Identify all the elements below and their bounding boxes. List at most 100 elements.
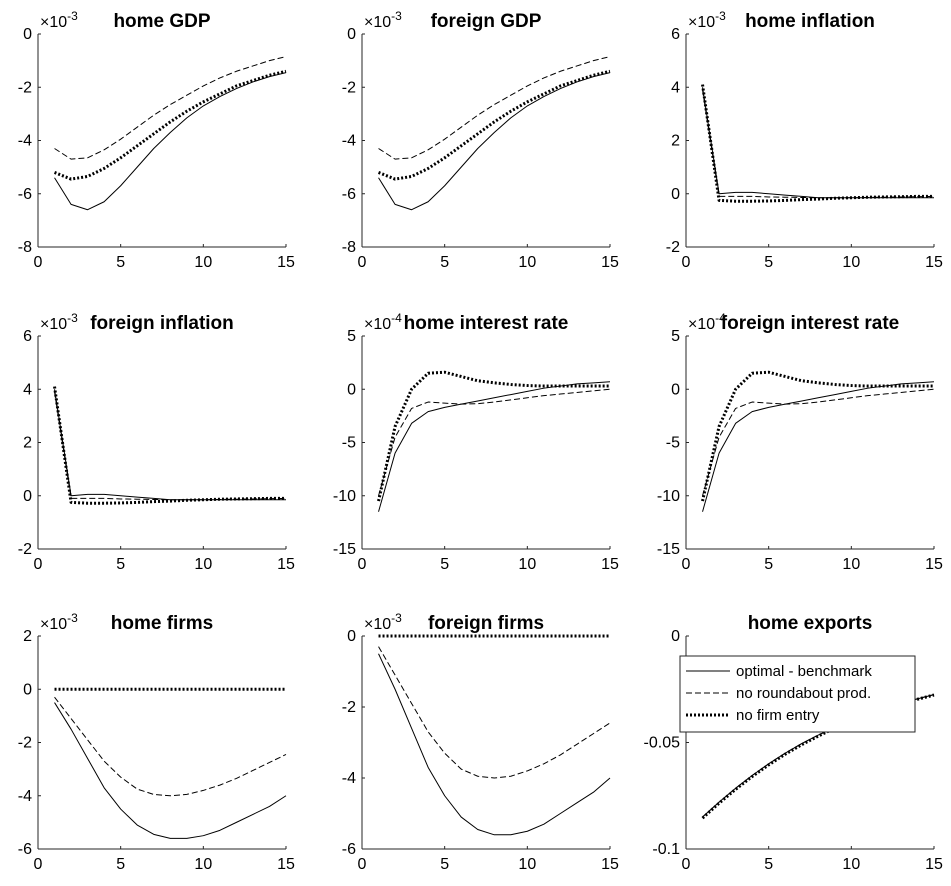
- axis-exponent: ×10-3: [364, 9, 402, 31]
- chart-title: home interest rate: [404, 313, 569, 334]
- x-tick-label: 15: [601, 556, 619, 573]
- x-tick-label: 5: [116, 254, 125, 271]
- y-tick-label: -2: [18, 541, 32, 558]
- chart-title: home exports: [748, 613, 873, 634]
- x-tick-label: 15: [925, 856, 943, 873]
- x-tick-label: 15: [925, 556, 943, 573]
- y-tick-label: 6: [23, 328, 32, 345]
- y-tick-label: 0: [23, 26, 32, 43]
- series-line-1: [54, 389, 286, 501]
- y-tick-label: -8: [342, 239, 356, 256]
- y-tick-label: 2: [23, 435, 32, 452]
- y-tick-label: -2: [18, 735, 32, 752]
- x-tick-label: 15: [277, 856, 295, 873]
- series-line-2: [54, 56, 287, 160]
- series-line-2: [378, 646, 611, 779]
- chart-title: foreign firms: [428, 613, 544, 634]
- x-tick-label: 10: [518, 856, 536, 873]
- x-tick-label: 10: [842, 856, 860, 873]
- y-tick-label: -6: [18, 186, 32, 203]
- axis-exponent: ×10-4: [688, 311, 726, 333]
- x-tick-label: 15: [601, 856, 619, 873]
- chart-title: home inflation: [745, 11, 875, 32]
- x-tick-label: 5: [116, 856, 125, 873]
- panel-1: 0 5 10 15 -8 -6 -4 -2 0 ×10-3 home GDP: [18, 9, 295, 271]
- x-tick-label: 15: [277, 254, 295, 271]
- y-tick-label: 0: [347, 26, 356, 43]
- panel-5: 0 5 10 15 -15 -10 -5 0 5 ×10-4 home interest rate: [333, 311, 619, 573]
- y-tick-label: -2: [666, 239, 680, 256]
- series-line-3: [377, 69, 611, 181]
- y-tick-label: 5: [671, 328, 680, 345]
- x-tick-label: 5: [440, 556, 449, 573]
- y-tick-label: -15: [657, 541, 680, 558]
- series-line-2: [378, 388, 611, 496]
- x-tick-label: 10: [194, 556, 212, 573]
- x-tick-label: 10: [842, 254, 860, 271]
- x-tick-label: 10: [194, 856, 212, 873]
- x-tick-label: 5: [116, 556, 125, 573]
- series-line-1: [702, 87, 934, 199]
- y-tick-label: -6: [342, 841, 356, 858]
- y-tick-label: -5: [666, 435, 680, 452]
- y-tick-label: -4: [342, 133, 356, 150]
- y-tick-label: 0: [347, 628, 356, 645]
- x-tick-label: 0: [358, 856, 367, 873]
- series-line-1: [54, 702, 287, 839]
- y-tick-label: 4: [671, 79, 680, 96]
- y-tick-label: -5: [342, 435, 356, 452]
- series-line-3: [53, 386, 286, 505]
- legend: optimal - benchmark no roundabout prod. no…: [679, 655, 916, 733]
- y-tick-label: -6: [18, 841, 32, 858]
- y-tick-label: 0: [23, 488, 32, 505]
- series-line-2: [378, 56, 611, 160]
- panel-7: 0 5 10 15 -6 -4 -2 0 2 ×10-3 home firms: [18, 611, 295, 873]
- y-tick-label: -6: [342, 186, 356, 203]
- axis-exponent: ×10-3: [364, 611, 402, 633]
- x-tick-label: 5: [764, 556, 773, 573]
- series-line-3: [377, 370, 610, 502]
- x-tick-label: 0: [358, 556, 367, 573]
- legend-entry-3: no firm entry: [736, 707, 820, 724]
- x-tick-label: 10: [194, 254, 212, 271]
- y-tick-label: -4: [18, 133, 32, 150]
- x-tick-label: 5: [440, 254, 449, 271]
- y-tick-label: -2: [342, 79, 356, 96]
- series-line-2: [702, 388, 935, 496]
- series-line-3: [701, 370, 934, 502]
- x-tick-label: 15: [277, 556, 295, 573]
- axis-exponent: ×10-3: [40, 9, 78, 31]
- series-line-1: [378, 381, 611, 512]
- axis-exponent: ×10-3: [40, 311, 78, 333]
- series-line-2: [54, 391, 287, 501]
- y-tick-label: -2: [18, 79, 32, 96]
- chart-title: home firms: [111, 613, 213, 634]
- y-tick-label: -4: [342, 770, 356, 787]
- series-line-3: [701, 84, 934, 203]
- x-tick-label: 5: [764, 254, 773, 271]
- y-tick-label: 0: [671, 381, 680, 398]
- series-line-2: [702, 89, 935, 199]
- series-line-1: [702, 381, 935, 512]
- y-tick-label: -8: [18, 239, 32, 256]
- series-line-1: [378, 653, 611, 836]
- y-tick-label: -0.1: [652, 841, 680, 858]
- y-tick-label: -15: [333, 541, 356, 558]
- series-line-2: [54, 696, 287, 797]
- x-tick-label: 5: [764, 856, 773, 873]
- chart-title: foreign interest rate: [721, 313, 899, 334]
- legend-box: [679, 655, 916, 733]
- chart-title: home GDP: [113, 11, 210, 32]
- axis-exponent: ×10-3: [40, 611, 78, 633]
- x-tick-label: 0: [682, 856, 691, 873]
- panel-9: 0 5 10 15 -0.1 -0.05 0 home exports optimal - be…: [644, 613, 943, 873]
- x-tick-label: 0: [34, 856, 43, 873]
- y-tick-label: -4: [18, 788, 32, 805]
- y-tick-label: 0: [671, 186, 680, 203]
- series-line-1: [54, 72, 287, 211]
- x-tick-label: 0: [682, 556, 691, 573]
- x-tick-label: 15: [925, 254, 943, 271]
